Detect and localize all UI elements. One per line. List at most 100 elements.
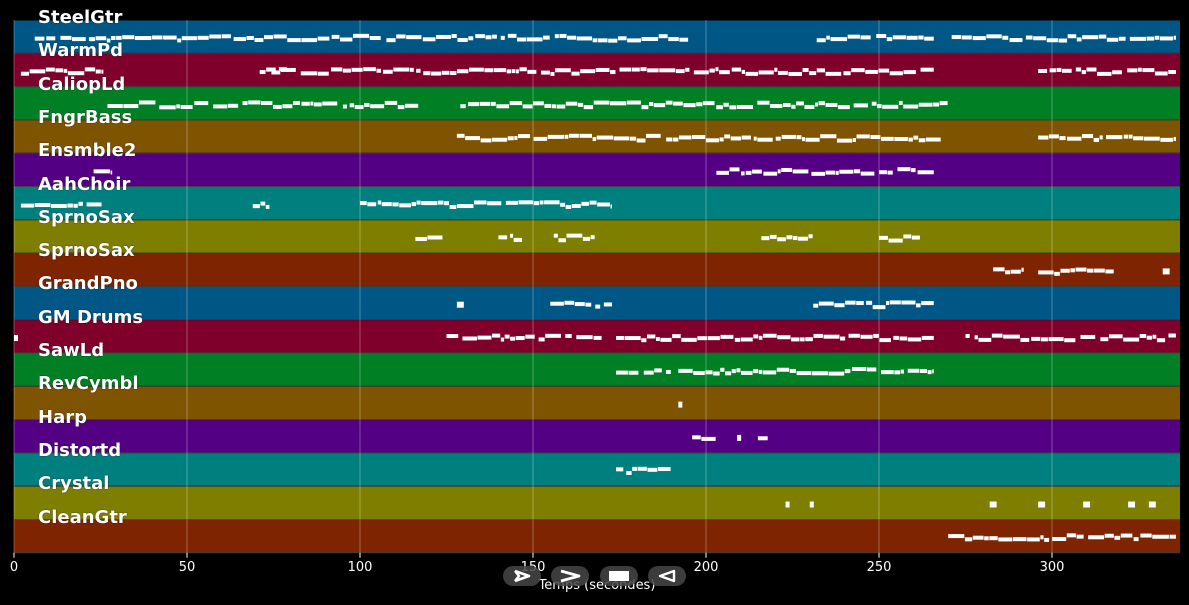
note bbox=[301, 38, 318, 43]
forward-button[interactable] bbox=[551, 566, 589, 586]
note bbox=[1152, 534, 1169, 539]
note bbox=[811, 371, 828, 376]
note bbox=[776, 367, 790, 372]
note bbox=[603, 302, 612, 307]
note bbox=[409, 67, 414, 72]
note bbox=[282, 104, 293, 109]
x-tick-label: 0 bbox=[9, 560, 19, 575]
note bbox=[513, 237, 523, 242]
note bbox=[568, 133, 579, 138]
note bbox=[264, 35, 273, 40]
note bbox=[658, 34, 668, 39]
note bbox=[565, 334, 572, 339]
track-lane bbox=[14, 286, 1181, 320]
note bbox=[907, 337, 922, 342]
note bbox=[811, 171, 825, 176]
note bbox=[1105, 269, 1114, 274]
note bbox=[665, 369, 671, 374]
note bbox=[613, 136, 630, 141]
note bbox=[1173, 35, 1176, 40]
note bbox=[382, 69, 393, 74]
note bbox=[564, 300, 575, 305]
note bbox=[886, 37, 893, 42]
note bbox=[292, 101, 300, 106]
note bbox=[233, 37, 246, 42]
note bbox=[585, 302, 592, 307]
note bbox=[381, 202, 392, 207]
note bbox=[318, 71, 329, 76]
track-lane bbox=[14, 453, 1181, 486]
note bbox=[574, 302, 585, 307]
note bbox=[636, 138, 646, 143]
note bbox=[781, 167, 793, 172]
note bbox=[487, 201, 502, 206]
note bbox=[948, 534, 965, 539]
note bbox=[876, 33, 887, 38]
note bbox=[209, 34, 222, 39]
stop-button[interactable] bbox=[600, 566, 638, 586]
x-tick-label: 100 bbox=[347, 560, 373, 575]
back-button[interactable] bbox=[648, 566, 686, 586]
note bbox=[731, 67, 742, 72]
note bbox=[565, 101, 578, 106]
note bbox=[648, 102, 654, 107]
note bbox=[550, 301, 564, 306]
note bbox=[493, 68, 507, 73]
note bbox=[581, 201, 590, 206]
note bbox=[73, 203, 78, 208]
note bbox=[809, 71, 817, 76]
note bbox=[510, 336, 516, 341]
note bbox=[1146, 36, 1155, 41]
note bbox=[349, 103, 355, 108]
note bbox=[978, 337, 992, 342]
note bbox=[411, 202, 416, 207]
x-tick-label: 50 bbox=[178, 560, 196, 575]
note bbox=[683, 103, 696, 108]
note bbox=[820, 134, 837, 139]
note bbox=[500, 337, 505, 342]
note bbox=[1067, 34, 1077, 39]
note bbox=[640, 67, 647, 72]
note bbox=[377, 200, 382, 205]
note bbox=[1168, 333, 1176, 338]
note bbox=[847, 34, 860, 39]
note bbox=[707, 336, 720, 341]
note bbox=[758, 335, 763, 340]
note bbox=[697, 336, 708, 341]
play-button[interactable] bbox=[503, 566, 541, 586]
note bbox=[745, 71, 759, 76]
track-label: Harp bbox=[38, 406, 87, 428]
note bbox=[828, 371, 845, 376]
note bbox=[353, 33, 370, 38]
note bbox=[762, 370, 777, 375]
note bbox=[818, 101, 825, 106]
note bbox=[725, 371, 732, 376]
note bbox=[485, 35, 492, 40]
note bbox=[431, 71, 442, 76]
note bbox=[565, 204, 572, 209]
note bbox=[685, 67, 690, 72]
note bbox=[823, 334, 840, 339]
note bbox=[554, 34, 559, 39]
track-label: GM Drums bbox=[38, 306, 144, 328]
note bbox=[901, 300, 916, 305]
note bbox=[514, 136, 518, 141]
x-tick-label: 200 bbox=[693, 560, 719, 575]
note bbox=[879, 170, 887, 175]
note bbox=[1083, 501, 1091, 508]
note bbox=[444, 201, 450, 206]
note bbox=[736, 368, 741, 373]
note bbox=[1009, 38, 1023, 43]
note bbox=[519, 67, 527, 72]
note bbox=[860, 171, 875, 176]
note bbox=[507, 136, 514, 141]
note bbox=[879, 338, 891, 343]
note bbox=[655, 337, 660, 342]
note bbox=[713, 371, 720, 376]
note bbox=[920, 67, 934, 72]
note bbox=[522, 104, 533, 109]
note bbox=[741, 171, 745, 176]
note bbox=[800, 337, 805, 342]
note bbox=[856, 134, 870, 139]
note bbox=[60, 35, 72, 40]
